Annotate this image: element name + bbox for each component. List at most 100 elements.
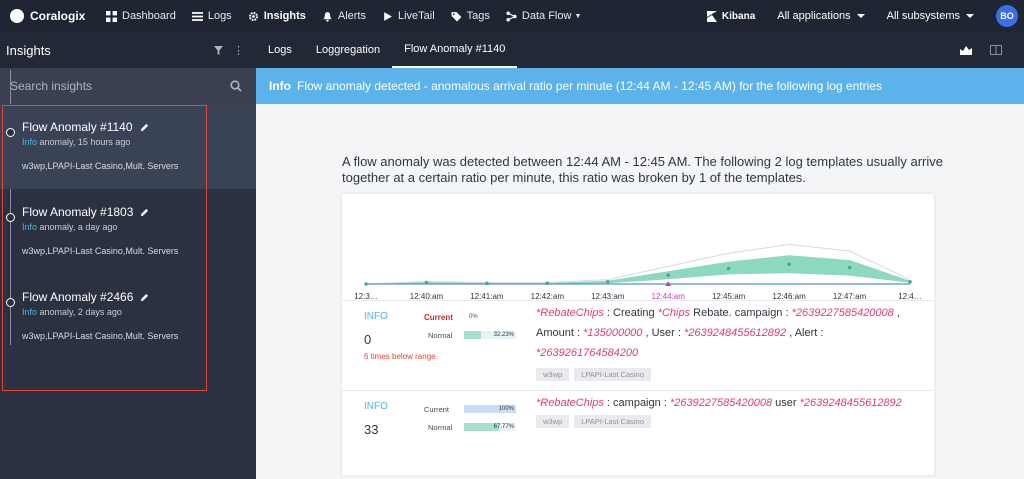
timeline-dot [6, 213, 15, 222]
insight-title: Flow Anomaly #2466 [22, 290, 134, 304]
nav-insights[interactable]: Insights [248, 10, 306, 22]
insight-sources: w3wp,LPAPI-Last Casino,Mult. Servers [22, 161, 179, 171]
template-variable[interactable]: *135000000 [583, 327, 643, 339]
search-icon[interactable] [230, 80, 242, 92]
x-tick-label: 12:45:am [712, 292, 746, 301]
x-tick-label: 12:47:am [833, 292, 867, 301]
nav-dataflow-label: Data Flow [521, 10, 572, 22]
template-level: INFO [364, 401, 388, 412]
top-nav-bar: Coralogix Dashboard Logs Insights Alerts… [0, 0, 1024, 32]
nav-dashboard[interactable]: Dashboard [106, 10, 176, 22]
insight-level: Info [22, 307, 38, 317]
subsystems-label: All subsystems [886, 10, 960, 22]
data-point[interactable] [424, 280, 429, 285]
list-item[interactable]: Flow Anomaly #2466 Info anomaly, 2 days … [0, 274, 256, 359]
coralogix-logo-icon [10, 9, 24, 23]
x-tick-label: 12:41:am [470, 292, 504, 301]
tag-chip[interactable]: LPAPI-Last Casino [574, 415, 651, 428]
tag-chip[interactable]: w3wp [536, 415, 570, 428]
template-variable[interactable]: *RebateChips [536, 307, 604, 319]
nav-alerts[interactable]: Alerts [322, 10, 366, 22]
data-point[interactable] [364, 282, 368, 286]
template-variable[interactable]: *2639227585420008 [791, 307, 894, 319]
template-tags: w3wp LPAPI-Last Casino [536, 368, 656, 381]
template-variable[interactable]: *Chips [657, 307, 691, 319]
edit-icon[interactable] [140, 208, 149, 217]
normal-label: Normal [428, 423, 453, 432]
data-point[interactable] [908, 280, 912, 284]
x-tick-label: 12:46:am [772, 292, 806, 301]
data-point[interactable] [847, 265, 852, 270]
template-variable[interactable]: *RebateChips [536, 397, 604, 409]
filter-icon[interactable] [214, 45, 223, 55]
kibana-link[interactable]: Kibana [706, 10, 755, 22]
template-count: 33 [364, 422, 379, 437]
data-point[interactable] [666, 273, 671, 277]
log-template-text: *RebateChips : campaign : *2639227585420… [536, 393, 916, 413]
below-range-note: 6 times below range [364, 352, 436, 361]
nav-insights-label: Insights [263, 10, 306, 22]
template-text: : campaign : [603, 397, 670, 409]
template-variable[interactable]: *2639261764584200 [536, 347, 639, 359]
data-point[interactable] [545, 281, 550, 286]
template-variable[interactable]: *2639227585420008 [669, 397, 773, 409]
highlight-box [2, 105, 207, 391]
current-label: Current [424, 313, 453, 322]
current-percent: 0% [469, 314, 478, 320]
banner-text: Flow anomaly detected - anomalous arriva… [297, 79, 882, 93]
nav-tags[interactable]: Tags [451, 10, 490, 22]
current-percent: 100% [498, 406, 514, 412]
user-avatar[interactable]: BO [996, 5, 1018, 27]
tab-loggregation[interactable]: Loggregation [315, 44, 381, 56]
insight-title: Flow Anomaly #1140 [22, 120, 133, 134]
data-point[interactable] [605, 280, 610, 284]
template-level: INFO [364, 311, 388, 322]
template-variable[interactable]: *2639248455612892 [799, 397, 902, 409]
normal-label: Normal [428, 331, 453, 340]
data-point[interactable] [726, 266, 731, 271]
log-template-text: *RebateChips : Creating *Chips Rebate. c… [536, 303, 916, 363]
applications-dropdown[interactable]: All applications [777, 10, 865, 22]
anomaly-card: 12:3… 12:40:am 12:41:am 12:42:am 12:43:am 12:… [342, 194, 934, 475]
nav-logs[interactable]: Logs [191, 10, 232, 22]
current-bar: 100% [464, 405, 516, 413]
applications-label: All applications [777, 10, 851, 22]
timeline-dot [6, 298, 15, 307]
play-icon [384, 11, 392, 21]
search-input[interactable]: Search insights [10, 79, 93, 93]
template-row[interactable]: INFO 33 Current 100% Normal 67.77% *Reba… [342, 390, 934, 475]
search-insights[interactable]: Search insights [0, 68, 256, 104]
edit-icon[interactable] [140, 293, 149, 302]
data-point[interactable] [787, 262, 791, 266]
tag-chip[interactable]: w3wp [536, 368, 570, 381]
sidebar-header: Insights ⋮ [0, 32, 256, 68]
template-row[interactable]: INFO 0 6 times below range Current 0% No… [342, 300, 934, 390]
tab-logs[interactable]: Logs [268, 44, 292, 56]
area-chart-icon[interactable] [960, 45, 972, 55]
template-variable[interactable]: *2639248455612892 [683, 327, 787, 339]
sidebar-title: Insights [6, 42, 51, 58]
tag-chip[interactable]: LPAPI-Last Casino [574, 368, 651, 381]
nav-livetail[interactable]: LiveTail [382, 10, 435, 22]
tab-flow-anomaly[interactable]: Flow Anomaly #1140 [392, 32, 518, 68]
brand-logo[interactable]: Coralogix [0, 9, 106, 23]
list-item[interactable]: Flow Anomaly #1803 Info anomaly, a day a… [0, 189, 256, 274]
timeline-line [10, 70, 11, 345]
edit-icon[interactable] [140, 123, 149, 132]
subsystems-dropdown[interactable]: All subsystems [887, 10, 974, 22]
nav-dataflow[interactable]: Data Flow ▼ [506, 10, 581, 22]
anomaly-description: A flow anomaly was detected between 12:4… [342, 154, 943, 185]
nav-dashboard-label: Dashboard [122, 10, 176, 22]
timeline-dot [6, 128, 15, 137]
data-point[interactable] [485, 281, 489, 286]
template-count: 0 [364, 332, 372, 347]
list-item[interactable]: Flow Anomaly #1140 Info anomaly, 15 hour… [0, 104, 256, 189]
x-tick-label: 12:3… [354, 292, 378, 301]
more-options-icon[interactable]: ⋮ [233, 44, 244, 57]
x-tick-label: 12:40:am [410, 292, 444, 301]
grid-icon [106, 10, 117, 22]
normal-bar-fill [464, 331, 481, 339]
kibana-icon [706, 10, 717, 22]
insight-meta: anomaly, 15 hours ago [37, 137, 131, 147]
split-view-icon[interactable] [990, 45, 1002, 55]
